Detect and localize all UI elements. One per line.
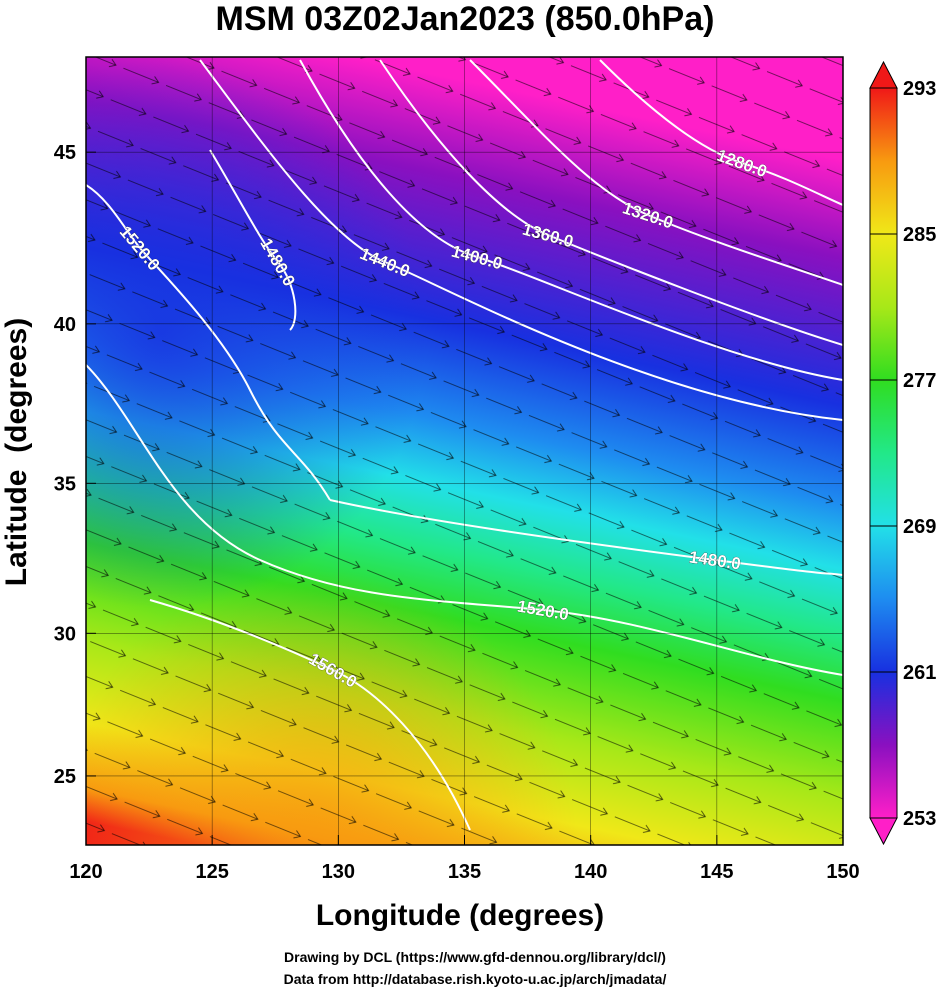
contour-line	[469, 59, 843, 286]
colorbar-tick-label: 253	[903, 808, 936, 830]
contour-line	[599, 59, 843, 206]
y-tick-label: 25	[54, 766, 76, 788]
colorbar-tick-label: 269	[903, 516, 936, 538]
contour-line	[209, 149, 297, 331]
credit: Drawing by DCL (https://www.gfd-dennou.o…	[284, 949, 666, 965]
contour-line	[86, 184, 331, 501]
x-tick-label: 130	[322, 861, 355, 883]
colorbar-tick-label: 277	[903, 370, 936, 392]
contour-line	[379, 59, 843, 346]
x-tick-label: 145	[700, 861, 733, 883]
contour-line	[329, 499, 843, 576]
title: MSM 03Z02Jan2023 (850.0hPa)	[216, 0, 715, 38]
y-tick-label: 35	[54, 473, 76, 495]
y-tick-label: 45	[54, 142, 76, 164]
x-tick-label: 125	[195, 861, 228, 883]
x-axis-label: Longitude (degrees)	[316, 899, 604, 932]
contour-line	[299, 59, 843, 381]
colorbar-tick-label: 285	[903, 224, 936, 246]
colorbar-tick-label: 261	[903, 662, 936, 684]
contour-line	[199, 59, 843, 421]
credit: Data from http://database.rish.kyoto-u.a…	[284, 971, 667, 987]
contour-line	[86, 364, 843, 676]
x-tick-label: 140	[574, 861, 607, 883]
x-tick-label: 150	[826, 861, 859, 883]
contour-line	[149, 599, 471, 831]
colorbar	[869, 87, 898, 819]
y-tick-label: 40	[54, 314, 76, 336]
x-tick-label: 120	[69, 861, 102, 883]
y-axis-label: Latitude (degrees)	[0, 318, 33, 586]
colorbar-min-arrow	[869, 817, 898, 846]
colorbar-tick-label: 293	[903, 78, 936, 100]
y-tick-label: 30	[54, 623, 76, 645]
colorbar-max-arrow	[869, 60, 898, 89]
x-tick-label: 135	[448, 861, 481, 883]
